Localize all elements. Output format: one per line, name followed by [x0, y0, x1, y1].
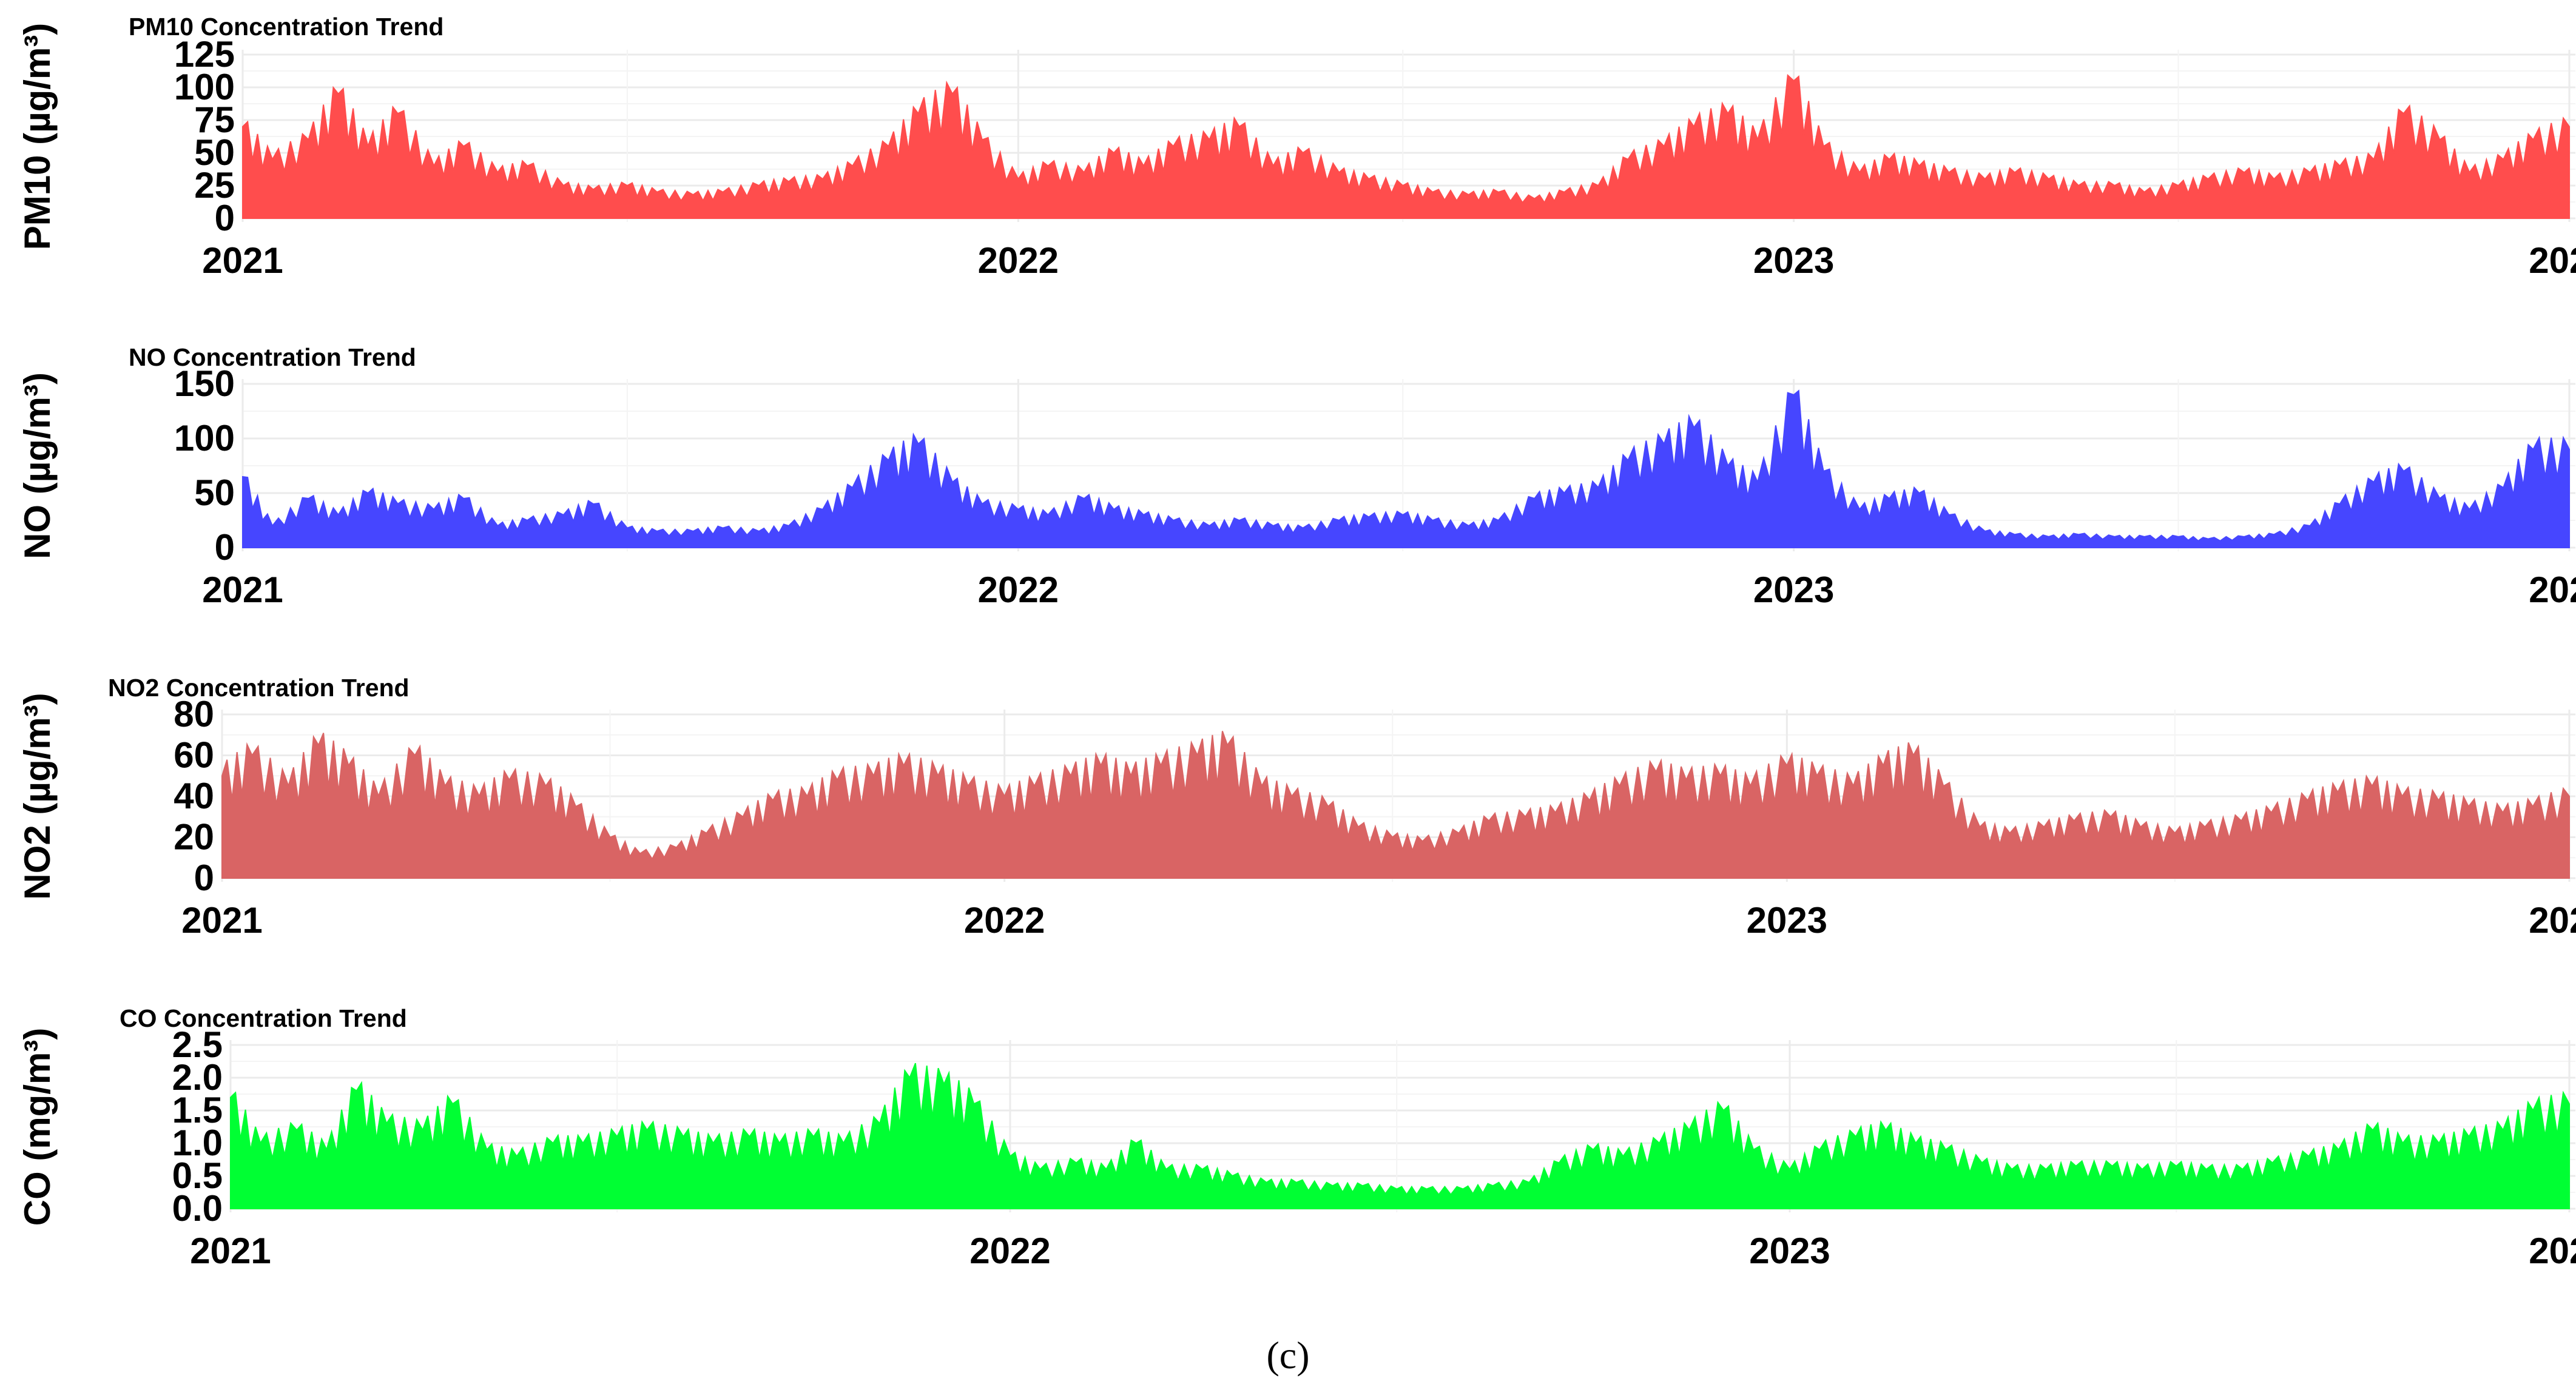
y-tick-label: 0 — [194, 858, 214, 898]
x-tick-label: 2021 — [181, 900, 262, 941]
y-tick-label: 100 — [174, 67, 235, 107]
x-tick-label: 2022 — [978, 569, 1059, 610]
y-tick-label: 1.5 — [172, 1090, 223, 1130]
x-tick-label: 2023 — [1747, 900, 1827, 941]
figure-caption: (c) — [1266, 1334, 1309, 1377]
x-tick-label: 2022 — [964, 900, 1045, 941]
y-tick-label: 50 — [194, 132, 235, 173]
panel-title: NO Concentration Trend — [129, 343, 416, 371]
y-tick-label: 2.5 — [172, 1024, 223, 1065]
y-axis-label: PM10 (µg/m³) — [17, 23, 58, 250]
y-tick-label: 150 — [174, 363, 235, 404]
y-axis-label: CO (mg/m³) — [17, 1028, 58, 1226]
series-area — [242, 74, 2570, 219]
x-tick-label: 2023 — [1753, 240, 1834, 281]
y-tick-label: 0 — [215, 527, 235, 568]
panel-title: CO Concentration Trend — [120, 1004, 407, 1032]
y-tick-label: 0.0 — [172, 1188, 223, 1229]
x-tick-label: 2024 — [2529, 569, 2576, 610]
x-tick-label: 2024 — [2529, 240, 2576, 281]
series-area — [221, 731, 2570, 879]
y-tick-label: 20 — [174, 817, 214, 858]
y-tick-label: 80 — [174, 694, 214, 734]
y-tick-label: 50 — [194, 472, 235, 513]
x-tick-label: 2024 — [2529, 1231, 2576, 1271]
y-tick-label: 0.5 — [172, 1155, 223, 1196]
y-tick-label: 25 — [194, 165, 235, 206]
y-tick-label: 75 — [194, 99, 235, 140]
panel-title: NO2 Concentration Trend — [108, 674, 410, 702]
chart-panel: NO Concentration Trend 0 50 100 150 2021 2022 2… — [17, 343, 2576, 610]
x-tick-label: 2021 — [190, 1231, 271, 1271]
y-tick-label: 2.0 — [172, 1057, 223, 1098]
y-tick-label: 60 — [174, 735, 214, 776]
y-axis-label: NO2 (µg/m³) — [17, 693, 58, 899]
y-tick-label: 1.0 — [172, 1123, 223, 1163]
x-tick-label: 2023 — [1749, 1231, 1830, 1271]
series-area — [242, 389, 2570, 548]
x-tick-label: 2021 — [202, 240, 283, 281]
x-tick-label: 2022 — [969, 1231, 1050, 1271]
x-tick-label: 2021 — [202, 569, 283, 610]
y-axis-label: NO (µg/m³) — [17, 372, 58, 559]
y-tick-label: 40 — [174, 776, 214, 816]
x-tick-label: 2023 — [1753, 569, 1834, 610]
series-area — [230, 1063, 2570, 1209]
panel-title: PM10 Concentration Trend — [129, 13, 443, 41]
y-tick-label: 0 — [215, 198, 235, 238]
chart-panel: CO Concentration Trend 0.00.51.01.52.02.5… — [17, 1004, 2576, 1271]
x-tick-label: 2024 — [2529, 900, 2576, 941]
x-tick-label: 2022 — [978, 240, 1059, 281]
y-tick-label: 125 — [174, 34, 235, 75]
y-tick-label: 100 — [174, 418, 235, 458]
